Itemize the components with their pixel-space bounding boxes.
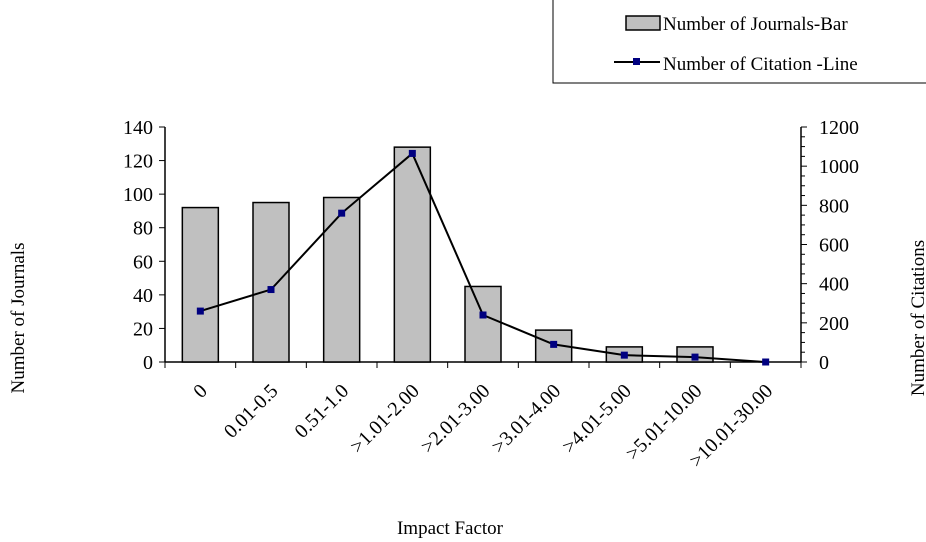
bar: [322, 196, 361, 363]
x-tick-label: 0.51-1.0: [291, 380, 354, 443]
citation-point: [479, 311, 487, 319]
citation-point: [196, 307, 204, 315]
plot-area: 0 20 40 60 80 100 120 140 0 200 400 600 800 1000 1200 0…: [123, 117, 859, 472]
legend-bar-swatch: [625, 15, 661, 31]
y-left-tick-label: 80: [133, 218, 153, 240]
y-left-tick-label: 60: [133, 251, 153, 273]
y-right-tick-label: 0: [819, 352, 829, 374]
y-left-axis-title: Number of Journals: [8, 243, 29, 394]
y-left-tick-label: 140: [123, 117, 153, 139]
legend-line-marker: [633, 58, 640, 65]
x-tick-label: >1.01-2.00: [346, 380, 424, 458]
citation-point: [267, 286, 275, 294]
bar: [252, 201, 290, 363]
x-tick-label: 0.01-0.5: [220, 380, 283, 443]
citation-point: [762, 358, 770, 366]
citation-point: [338, 209, 346, 217]
y-right-tick-label: 200: [819, 313, 849, 335]
y-right-tick-label: 1200: [819, 117, 859, 139]
y-right-axis-title: Number of Citations: [908, 240, 926, 396]
citation-point: [691, 353, 699, 361]
bar: [464, 285, 502, 363]
x-axis-title: Impact Factor: [397, 518, 504, 539]
y-right-tick-label: 1000: [819, 156, 859, 178]
x-tick-label: >2.01-3.00: [417, 380, 495, 458]
x-tick-label: 0: [189, 380, 212, 403]
bar: [393, 146, 432, 363]
y-right-tick-label: 800: [819, 195, 849, 217]
legend-bar-label: Number of Journals-Bar: [663, 14, 848, 35]
y-right-tick-label: 400: [819, 274, 849, 296]
legend: Number of Journals-Bar Number of Citatio…: [552, 0, 926, 84]
y-left-tick-label: 20: [133, 318, 153, 340]
bar: [181, 206, 220, 363]
citation-point: [620, 351, 628, 359]
y-right-tick-label: 600: [819, 235, 849, 257]
x-tick-label: >3.01-4.00: [487, 380, 565, 458]
y-left-tick-label: 40: [133, 285, 153, 307]
citation-point: [550, 340, 558, 348]
legend-line-label: Number of Citation -Line: [663, 54, 858, 75]
y-left-tick-label: 100: [123, 184, 153, 206]
y-left-tick-label: 120: [123, 151, 153, 173]
y-left-tick-label: 0: [143, 352, 153, 374]
citation-point: [408, 149, 416, 157]
legend-border: [552, 0, 926, 84]
